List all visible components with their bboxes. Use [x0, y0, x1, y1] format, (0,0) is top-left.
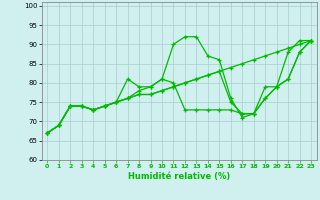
- X-axis label: Humidité relative (%): Humidité relative (%): [128, 172, 230, 181]
